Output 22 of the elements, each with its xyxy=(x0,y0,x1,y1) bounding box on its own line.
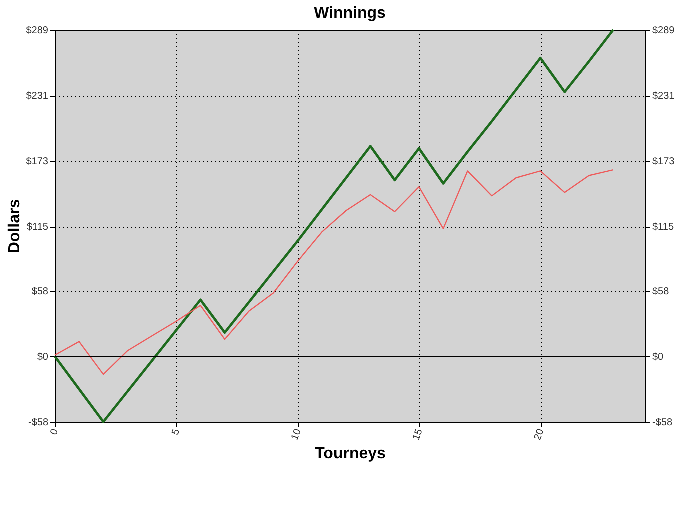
y-tick-label: $173 xyxy=(26,156,49,168)
x-tick-label: 10 xyxy=(290,427,304,442)
y2-tick-label: -$58 xyxy=(652,418,673,428)
y-axis-title: Dollars xyxy=(6,199,24,254)
y2-tick-label: $231 xyxy=(652,91,676,102)
y-tick-label: $289 xyxy=(26,26,49,36)
y-tick-label: $58 xyxy=(32,286,49,298)
y-tick-label: $0 xyxy=(37,352,49,363)
y2-tick-label: $115 xyxy=(652,222,674,234)
y-tick-label: $231 xyxy=(26,91,49,102)
x-tick-label: 15 xyxy=(411,427,426,442)
chart-title: Winnings xyxy=(314,5,386,22)
x-tick-label: 0 xyxy=(48,427,62,437)
x-tick-label: 20 xyxy=(532,427,547,442)
x-tick-label: 5 xyxy=(170,427,183,437)
y2-tick-label: $289 xyxy=(652,26,676,36)
x-axis-title: Tourneys xyxy=(315,446,386,463)
y-tick-label: -$58 xyxy=(28,418,49,428)
y2-tick-label: $0 xyxy=(652,352,664,363)
y-tick-label: $115 xyxy=(26,222,49,234)
y2-tick-label: $58 xyxy=(652,286,670,298)
y2-tick-label: $173 xyxy=(652,156,676,168)
